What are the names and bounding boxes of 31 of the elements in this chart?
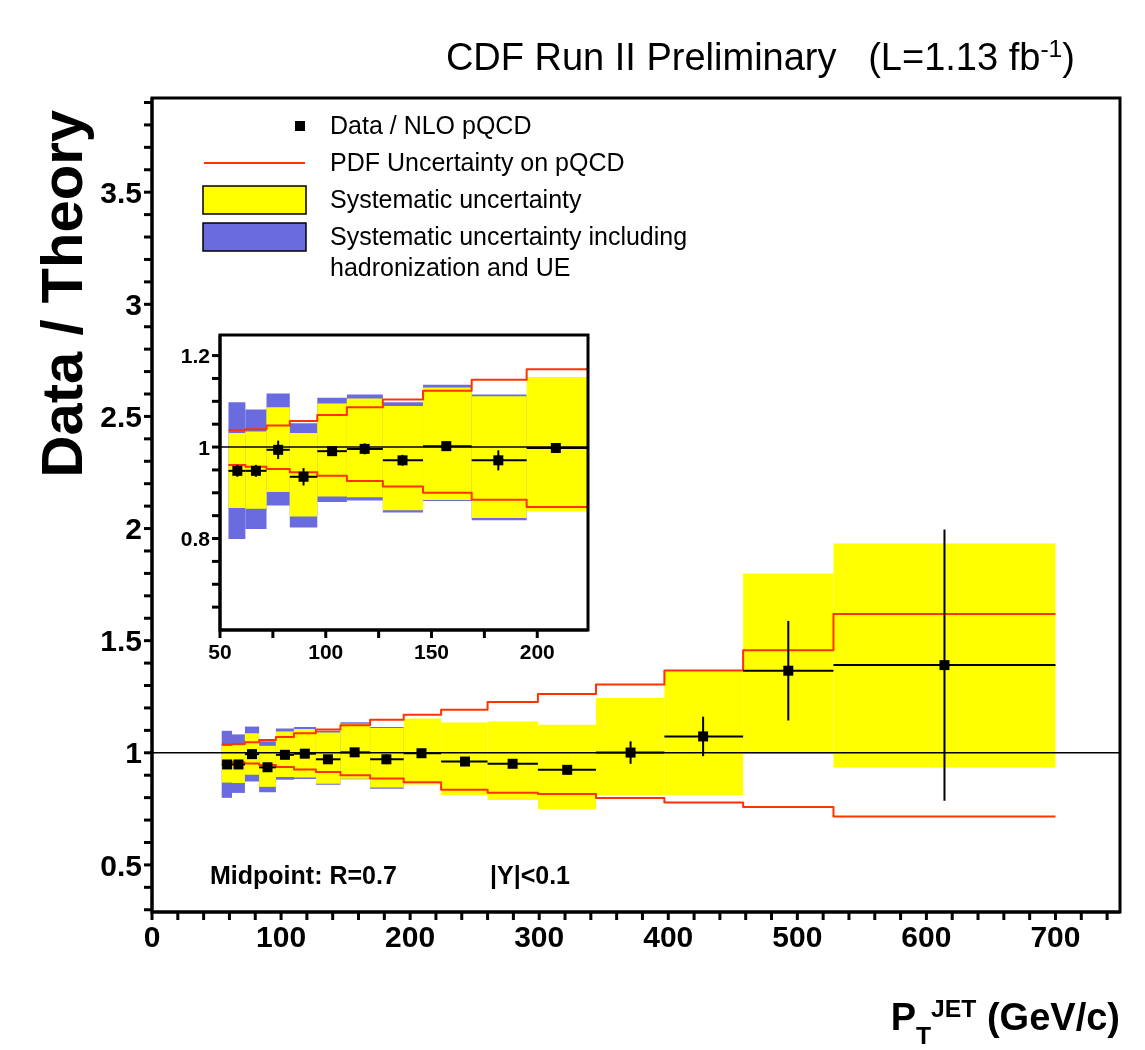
x-tick-label: 100 bbox=[308, 639, 344, 663]
y-tick-label: 0.8 bbox=[180, 526, 211, 550]
x-tick-label: 500 bbox=[772, 920, 823, 954]
y-tick-label: 1 bbox=[125, 736, 142, 770]
x-tick-label: 200 bbox=[519, 639, 555, 663]
annotation: |Y|<0.1 bbox=[490, 861, 571, 889]
chart-title: CDF Run II Preliminary (L=1.13 fb$^{-1}$) bbox=[445, 34, 1075, 78]
x-axis-title: P$_{T}$$^{JET}$ (GeV/c) bbox=[890, 994, 1120, 1049]
annotation: Midpoint: R=0.7 bbox=[210, 861, 397, 889]
y-tick-label: 2 bbox=[125, 512, 142, 546]
y-tick-label: 1.5 bbox=[100, 624, 142, 658]
y-axis-title: Data / Theory bbox=[29, 110, 94, 478]
y-tick-label: 1 bbox=[198, 435, 211, 459]
x-tick-label: 100 bbox=[256, 920, 307, 954]
x-tick-label: 0 bbox=[143, 920, 161, 954]
legend-label: Systematic uncertainty bbox=[330, 184, 582, 215]
y-tick-label: 3 bbox=[125, 287, 142, 321]
x-tick-label: 300 bbox=[514, 920, 565, 954]
x-tick-label: 600 bbox=[901, 920, 952, 954]
legend-label: Systematic uncertainty including hadronization and UE bbox=[330, 221, 689, 283]
x-tick-label: 150 bbox=[413, 639, 450, 663]
legend-label: Data / NLO pQCD bbox=[330, 110, 532, 141]
x-tick-label: 700 bbox=[1030, 920, 1081, 954]
y-tick-label: 0.5 bbox=[100, 848, 142, 882]
y-tick-label: 2.5 bbox=[100, 400, 142, 434]
legend-label: PDF Uncertainty on pQCD bbox=[330, 147, 625, 178]
x-tick-label: 50 bbox=[208, 639, 232, 663]
x-tick-label: 200 bbox=[385, 920, 436, 954]
y-tick-label: 1.2 bbox=[180, 344, 210, 368]
x-tick-label: 400 bbox=[643, 920, 694, 954]
y-tick-label: 3.5 bbox=[100, 175, 142, 209]
